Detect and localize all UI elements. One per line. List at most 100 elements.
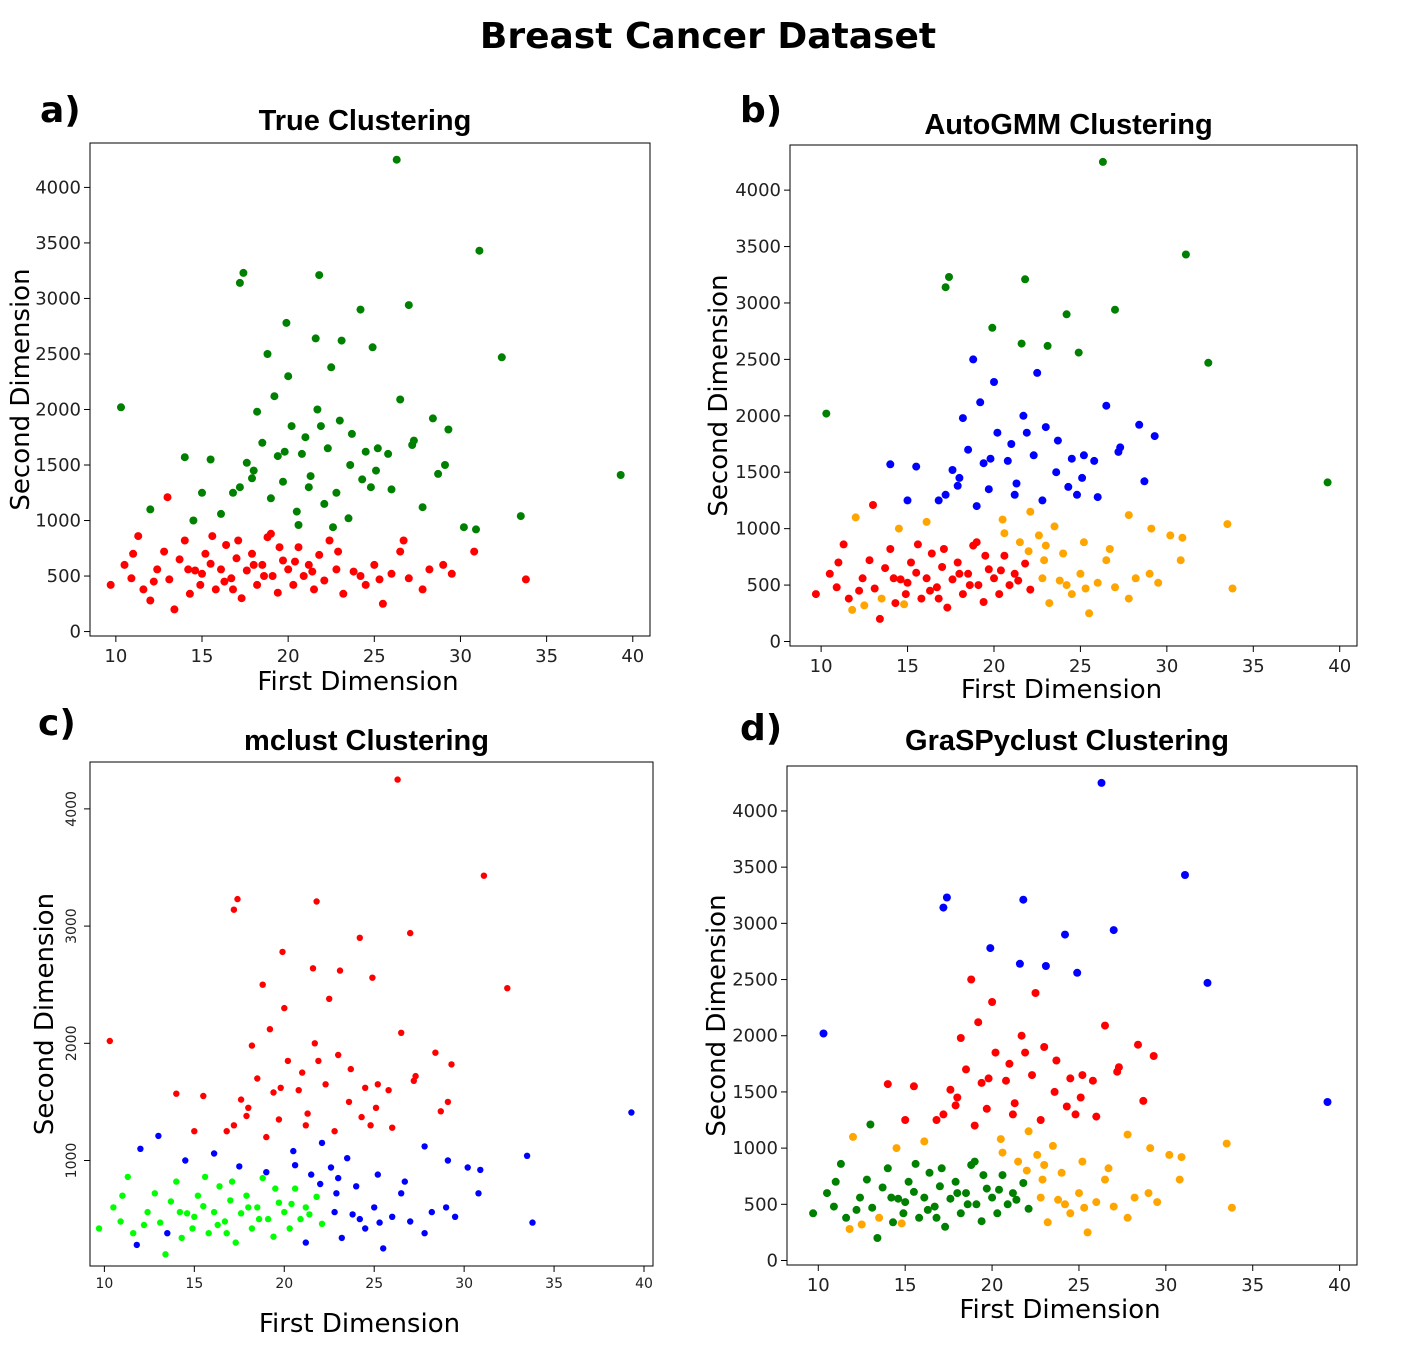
- data-point: [229, 488, 237, 497]
- data-point: [1033, 1150, 1042, 1159]
- y-tick-label: 0: [70, 622, 81, 643]
- x-tick-label: 20: [983, 656, 1006, 677]
- data-point: [167, 1198, 175, 1205]
- data-point: [291, 557, 299, 566]
- data-point: [249, 466, 258, 475]
- data-point: [923, 1205, 932, 1214]
- data-point: [253, 407, 262, 416]
- data-point: [862, 1175, 871, 1184]
- data-point: [1134, 1040, 1142, 1049]
- data-point: [302, 1204, 309, 1211]
- data-point: [349, 567, 358, 576]
- data-point: [291, 1185, 299, 1192]
- data-point: [428, 1208, 435, 1216]
- data-point: [1078, 1157, 1087, 1166]
- data-point: [275, 1199, 283, 1206]
- data-point: [977, 1078, 986, 1087]
- data-point: [909, 1082, 918, 1091]
- data-point: [315, 550, 324, 559]
- data-point: [852, 1205, 861, 1214]
- data-point: [242, 458, 251, 467]
- data-point: [245, 1204, 252, 1211]
- data-point: [939, 1110, 948, 1119]
- data-point: [234, 536, 243, 545]
- data-point: [911, 1159, 920, 1168]
- y-tick-label: 3000: [64, 908, 80, 944]
- data-point: [901, 1116, 910, 1124]
- data-point: [370, 560, 379, 569]
- data-point: [972, 502, 981, 511]
- data-point: [889, 1218, 897, 1227]
- data-point: [139, 585, 148, 594]
- x-tick-label: 40: [635, 1276, 653, 1292]
- data-point: [304, 560, 313, 569]
- data-point: [938, 563, 947, 571]
- data-point: [903, 496, 912, 505]
- plot-area: [89, 142, 651, 637]
- y-tick-label: 1500: [735, 462, 781, 483]
- data-point: [1092, 1112, 1101, 1121]
- data-point: [1000, 551, 1009, 560]
- data-point: [1059, 549, 1068, 558]
- data-point: [927, 549, 936, 558]
- data-point: [284, 372, 293, 381]
- data-point: [200, 1203, 207, 1210]
- data-point: [1022, 428, 1031, 437]
- data-point: [851, 513, 860, 522]
- series-cluster-2: [106, 493, 530, 614]
- data-point: [1131, 574, 1140, 583]
- y-tick-label: 3000: [732, 913, 778, 934]
- data-point: [214, 1221, 221, 1229]
- data-point: [1040, 556, 1049, 565]
- data-point: [913, 540, 922, 549]
- data-point: [175, 555, 184, 564]
- data-point: [1012, 1195, 1021, 1204]
- data-point: [823, 1189, 831, 1198]
- data-point: [392, 155, 401, 164]
- data-point: [1062, 581, 1071, 590]
- data-point: [287, 422, 296, 431]
- data-point: [1005, 1059, 1014, 1068]
- data-point: [401, 1178, 408, 1185]
- data-point: [1045, 599, 1054, 608]
- data-point: [819, 1029, 828, 1038]
- data-point: [362, 1225, 369, 1232]
- data-point: [227, 1197, 234, 1204]
- data-point: [903, 578, 912, 587]
- data-point: [425, 565, 434, 574]
- data-point: [235, 278, 244, 287]
- data-point: [160, 547, 169, 556]
- data-point: [198, 488, 206, 497]
- data-point: [932, 1213, 941, 1222]
- data-point: [137, 1145, 144, 1153]
- data-point: [146, 505, 155, 514]
- y-tick-label: 0: [770, 631, 781, 652]
- data-point: [110, 1204, 117, 1211]
- data-point: [323, 444, 332, 453]
- y-tick-label: 3000: [35, 288, 81, 309]
- data-point: [120, 560, 129, 569]
- y-tick-label: 1500: [35, 455, 81, 476]
- data-point: [1038, 1175, 1047, 1184]
- data-point: [988, 1193, 997, 1202]
- data-point: [845, 1225, 854, 1233]
- data-point: [984, 485, 993, 494]
- data-point: [254, 1204, 261, 1211]
- data-point: [176, 1208, 184, 1216]
- data-point: [266, 529, 275, 538]
- data-point: [1074, 348, 1083, 357]
- data-point: [362, 1084, 369, 1092]
- data-point: [988, 998, 997, 1006]
- data-point: [951, 1101, 960, 1110]
- y-tick-label: 3500: [35, 233, 81, 254]
- x-tick-label: 20: [277, 646, 300, 667]
- data-point: [361, 580, 370, 589]
- data-point: [1053, 436, 1062, 445]
- data-point: [162, 1251, 169, 1258]
- x-tick-label: 20: [981, 1275, 1004, 1296]
- data-point: [1109, 1202, 1118, 1211]
- data-point: [886, 460, 895, 469]
- data-point: [1043, 1218, 1052, 1227]
- data-point: [1140, 477, 1149, 486]
- data-point: [915, 1213, 924, 1222]
